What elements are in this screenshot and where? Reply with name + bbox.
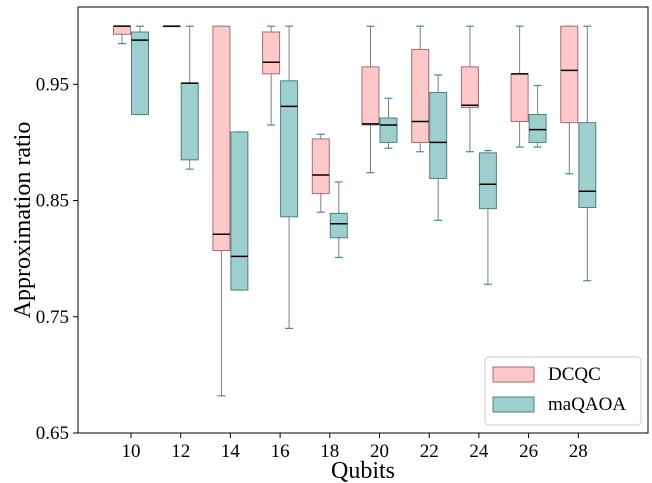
box-body [429,91,448,179]
box-body [379,117,398,143]
legend-swatch [492,366,535,383]
legend-label: DCQC [548,364,601,385]
y-tick-label: 0.65 [36,423,69,444]
box-dcqc-20 [361,25,380,174]
box-dcqc-28 [560,25,579,175]
box-maqaoa-26 [528,84,547,148]
box-body [578,122,597,209]
box-body [113,25,131,35]
y-axis-label: Approximation ratio [10,122,36,319]
box-body [131,31,149,116]
y-tick-label: 0.85 [36,191,69,212]
box-body [230,131,249,291]
box-dcqc-12 [162,25,181,28]
box-dcqc-26 [510,25,529,148]
box-maqaoa-10 [131,25,149,116]
y-tick-label: 0.95 [36,74,69,95]
box-maqaoa-12 [180,25,199,170]
box-maqaoa-24 [478,149,497,285]
box-maqaoa-16 [280,25,299,329]
box-maqaoa-28 [578,25,597,282]
legend: DCQC maQAOA [484,356,642,426]
x-tick-label: 16 [271,441,290,462]
box-body [460,66,479,109]
legend-label: maQAOA [548,394,626,415]
x-tick-label: 14 [221,441,241,462]
x-tick-label: 22 [420,441,439,462]
x-tick-label: 18 [320,441,339,462]
box-dcqc-22 [411,25,430,153]
x-tick-label: 10 [122,441,141,462]
box-maqaoa-18 [329,181,348,259]
plot-frame [77,6,649,434]
boxes-layer [113,25,597,397]
x-tick-label: 28 [569,441,588,462]
box-maqaoa-14 [230,131,249,291]
x-tick-label: 12 [171,441,190,462]
box-body [478,152,497,210]
x-tick-label: 24 [469,441,489,462]
box-body [329,212,348,239]
box-body [361,66,380,126]
box-body [510,73,529,122]
box-body [411,48,430,143]
x-tick-label: 20 [370,441,389,462]
axes-layer: 0.65 0.75 0.85 0.95 10 12 14 16 18 20 22 24 26 28 [36,74,588,462]
box-dcqc-24 [460,25,479,153]
x-axis-label: Qubits [331,458,395,483]
box-body [212,25,231,252]
box-dcqc-14 [212,25,231,397]
box-body [560,25,579,124]
box-body [311,138,330,195]
box-dcqc-18 [311,133,330,213]
box-dcqc-10 [113,25,131,45]
box-body [180,82,199,161]
box-maqaoa-20 [379,97,398,149]
box-maqaoa-22 [429,74,448,221]
y-tick-label: 0.75 [36,307,69,328]
box-body [262,31,281,75]
box-body [280,80,299,218]
legend-swatch [492,396,535,413]
x-tick-label: 26 [519,441,538,462]
box-dcqc-16 [262,25,281,126]
box-body [528,114,547,143]
